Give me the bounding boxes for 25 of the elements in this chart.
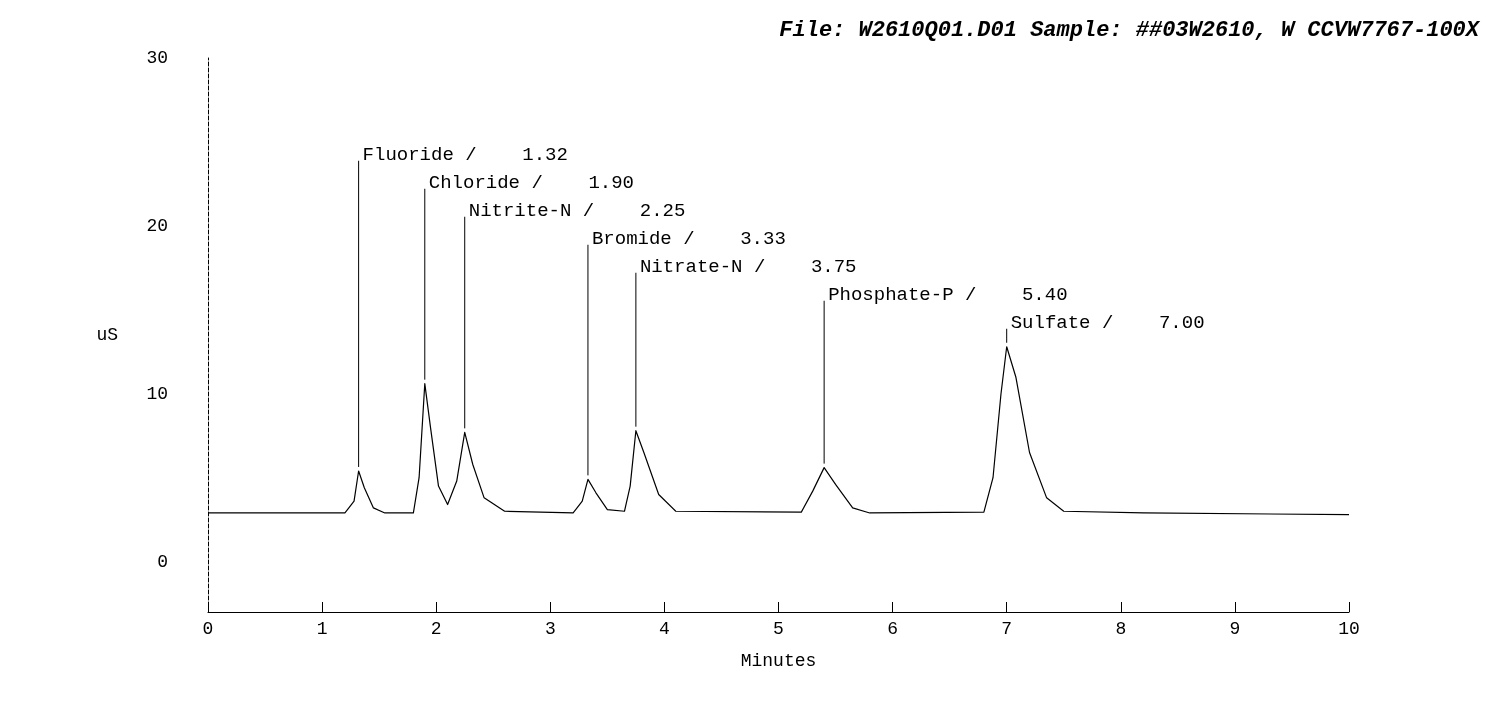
annotation: Bromide / 3.33 [591,228,786,251]
y-tick-label: 0 [157,551,168,572]
x-tick-label: 10 [1338,619,1360,639]
x-tick-label: 4 [658,619,670,639]
annotation: Fluoride / 1.32 [362,144,568,167]
x-tick-label: 3 [544,619,556,639]
annotation: Sulfate / 7.00 [1010,312,1205,335]
y-axis-title: uS [96,325,118,345]
x-tick-label: 6 [887,619,899,639]
x-tick-label: 5 [773,619,784,639]
x-tick-label: 7 [1001,619,1013,639]
y-tick-label: 10 [146,383,168,404]
x-tick-label: 1 [316,619,328,639]
x-tick-label: 9 [1229,619,1241,639]
x-tick-label: 0 [202,619,214,639]
chart-title: File: W2610Q01.D01 Sample: ##03W2610, W CCVW7767-100X [779,17,1481,43]
x-axis-title: Minutes [740,651,817,671]
annotation: Chloride / 1.90 [428,172,635,195]
annotation: Nitrite-N / 2.25 [468,200,686,223]
y-tick-label: 20 [146,215,168,236]
x-tick-label: 8 [1115,619,1127,639]
y-tick-label: 30 [146,48,168,68]
annotation: Phosphate-P / 5.40 [828,284,1068,307]
annotation: Nitrate-N / 3.75 [639,256,857,279]
x-tick-label: 2 [430,619,442,639]
